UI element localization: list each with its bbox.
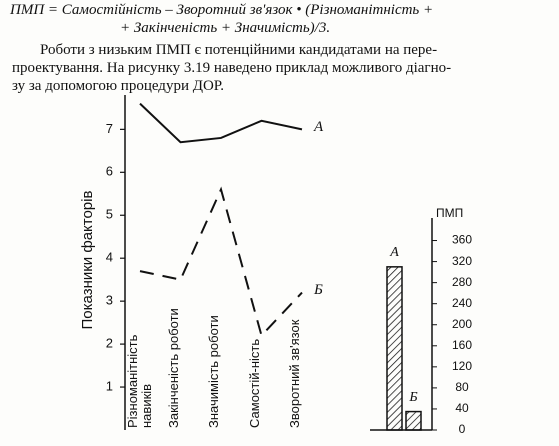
y-tick-label: 3 — [106, 293, 113, 308]
y-tick-label: 4 — [106, 250, 113, 265]
bar — [405, 410, 422, 431]
y-tick-label: 360 — [452, 233, 472, 247]
y-tick-label: 240 — [452, 296, 472, 310]
y-axis-label: ПМП — [436, 206, 463, 220]
x-tick-label: Зворотний зв'язок — [287, 319, 302, 428]
y-axis-label: Показники факторів — [79, 191, 96, 330]
y-tick-label: 80 — [455, 380, 469, 394]
y-tick-label: 200 — [452, 317, 472, 331]
paragraph-line: Роботи з низьким ПМП є потенційними канд… — [40, 42, 438, 58]
y-tick-label: 120 — [452, 359, 472, 373]
y-tick-label: 280 — [452, 275, 472, 289]
y-tick-label: 40 — [455, 401, 469, 415]
series-line — [139, 186, 303, 338]
bar-label: Б — [408, 390, 417, 405]
y-tick-label: 7 — [106, 121, 113, 136]
x-tick-label: Значимість роботи — [206, 315, 221, 428]
y-tick-label: 5 — [106, 207, 113, 222]
formula-line: + Закінченість + Значимість)/3. — [120, 20, 331, 36]
x-tick-label: Закінченість роботи — [165, 308, 181, 428]
y-tick-label: 6 — [106, 164, 113, 179]
bar-label: А — [389, 245, 399, 260]
bar — [386, 266, 403, 431]
paragraph-line: проектування. На рисунку 3.19 наведено п… — [12, 60, 452, 76]
y-tick-label: 320 — [452, 254, 472, 268]
paragraph-line: зу за допомогою процедури ДОР. — [12, 78, 224, 94]
formula-line: ПМП = Самостійність – Зворотний зв'язок … — [10, 2, 434, 18]
series-label: А — [313, 119, 324, 135]
x-tick-label: Самостій-ність — [246, 338, 262, 428]
y-tick-label: 160 — [452, 338, 472, 352]
series-line — [139, 102, 303, 144]
y-tick-label: 1 — [106, 378, 113, 393]
y-tick-label: 0 — [459, 422, 466, 436]
series-label: Б — [313, 282, 323, 298]
x-tick-label: Різноманітність навиків — [125, 334, 154, 428]
y-tick-label: 2 — [106, 336, 113, 351]
